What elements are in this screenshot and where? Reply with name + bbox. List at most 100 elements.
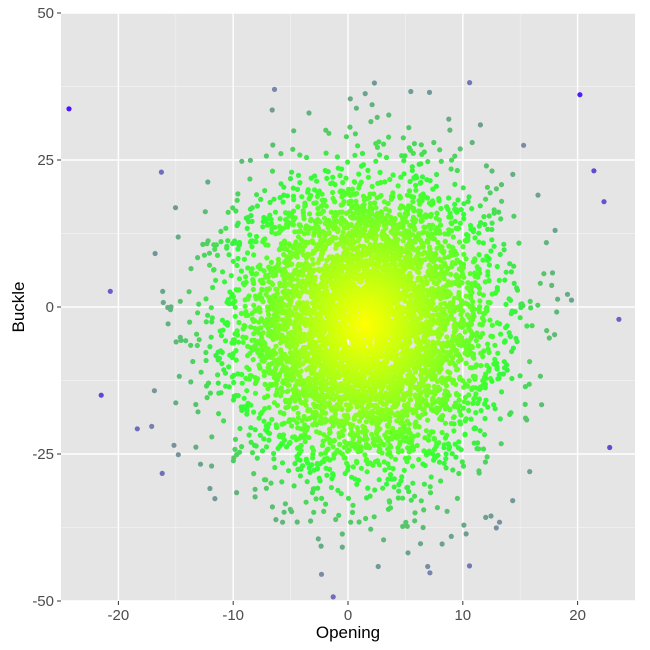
data-point xyxy=(249,205,255,211)
data-point xyxy=(473,391,479,397)
data-point xyxy=(398,174,404,180)
data-point xyxy=(249,218,255,224)
data-point xyxy=(554,309,560,315)
data-point xyxy=(454,495,460,501)
data-point xyxy=(225,209,231,215)
data-point xyxy=(195,310,201,316)
data-point xyxy=(176,373,182,379)
data-point xyxy=(405,445,411,451)
data-point xyxy=(107,288,113,294)
data-point xyxy=(289,423,295,429)
data-point xyxy=(212,246,218,252)
data-point xyxy=(463,256,469,262)
data-point xyxy=(462,238,468,244)
data-point xyxy=(397,262,403,268)
data-point xyxy=(368,526,374,532)
data-point xyxy=(313,200,319,206)
data-point xyxy=(270,281,276,287)
data-point xyxy=(431,139,437,146)
data-point xyxy=(236,319,242,326)
data-point xyxy=(459,459,465,465)
data-point xyxy=(339,544,345,550)
data-point xyxy=(259,448,266,454)
data-point xyxy=(338,221,344,227)
data-point xyxy=(262,342,268,349)
data-point xyxy=(487,190,493,196)
data-point xyxy=(335,487,341,493)
data-point xyxy=(473,410,479,416)
data-point xyxy=(451,329,457,335)
data-point xyxy=(290,146,296,152)
data-point xyxy=(298,368,304,374)
data-point xyxy=(403,206,409,212)
data-point xyxy=(477,203,483,209)
data-point xyxy=(476,306,482,312)
data-point xyxy=(497,416,503,422)
data-point xyxy=(375,458,381,464)
data-point xyxy=(242,303,248,309)
data-point xyxy=(251,471,257,477)
data-point xyxy=(443,465,449,471)
data-point xyxy=(406,449,412,455)
data-point xyxy=(386,208,392,214)
data-point xyxy=(233,208,239,214)
data-point xyxy=(419,174,426,180)
data-point xyxy=(463,531,469,537)
data-point xyxy=(539,402,545,408)
data-point xyxy=(428,405,434,411)
data-point xyxy=(266,286,272,292)
data-point xyxy=(337,173,343,179)
data-point xyxy=(222,338,229,344)
data-point xyxy=(457,146,463,152)
data-point xyxy=(345,159,351,165)
data-point xyxy=(336,512,342,518)
data-point xyxy=(452,153,458,159)
data-point xyxy=(289,261,295,267)
data-point xyxy=(236,242,242,248)
data-point xyxy=(527,469,533,475)
data-point xyxy=(447,360,453,367)
data-point xyxy=(218,239,224,245)
data-point xyxy=(226,252,232,258)
data-point xyxy=(396,488,402,494)
data-point xyxy=(352,131,358,137)
data-point xyxy=(330,471,336,477)
data-point xyxy=(249,244,255,250)
data-point xyxy=(269,504,275,510)
data-point xyxy=(231,337,237,343)
data-point xyxy=(430,339,436,345)
data-point xyxy=(415,277,421,283)
data-point xyxy=(258,325,264,331)
data-point xyxy=(444,432,450,438)
data-point xyxy=(254,203,260,209)
data-point xyxy=(423,274,429,280)
data-point xyxy=(501,359,507,365)
data-point xyxy=(549,270,556,276)
data-point xyxy=(260,224,266,230)
data-point xyxy=(463,293,469,299)
data-point xyxy=(395,449,401,455)
data-point xyxy=(370,436,376,442)
data-point xyxy=(291,128,297,134)
data-point xyxy=(349,429,355,435)
data-point xyxy=(421,507,427,513)
data-point xyxy=(438,301,444,307)
data-point xyxy=(289,169,295,175)
data-point xyxy=(250,286,256,293)
data-point xyxy=(343,134,349,140)
data-point xyxy=(469,206,475,212)
data-point xyxy=(411,208,417,214)
data-point xyxy=(345,225,351,231)
data-point xyxy=(483,196,489,202)
data-point xyxy=(452,441,458,447)
data-point xyxy=(446,195,452,201)
data-point xyxy=(376,462,382,468)
data-point xyxy=(316,233,323,239)
data-point xyxy=(257,309,263,315)
data-point xyxy=(461,201,467,207)
data-point xyxy=(485,341,491,347)
data-point xyxy=(303,499,309,505)
data-point xyxy=(284,193,290,199)
data-point xyxy=(235,371,241,377)
